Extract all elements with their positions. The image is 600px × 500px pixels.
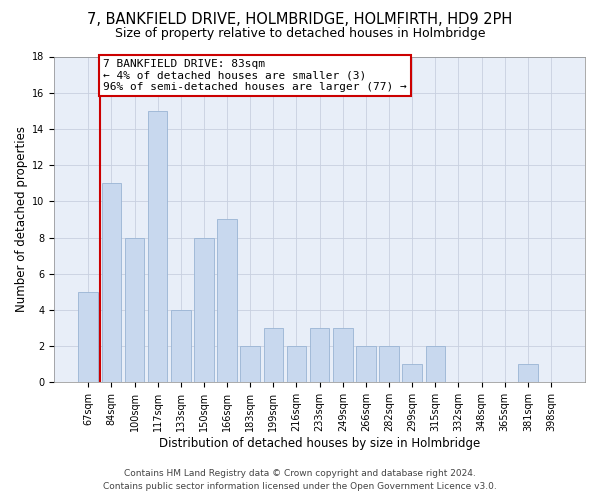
Bar [171,310,191,382]
Bar [287,346,307,383]
Bar [310,328,329,382]
Bar [403,364,422,382]
Bar [263,328,283,382]
Bar [379,346,399,383]
Text: Size of property relative to detached houses in Holmbridge: Size of property relative to detached ho… [115,28,485,40]
Text: 7 BANKFIELD DRIVE: 83sqm
← 4% of detached houses are smaller (3)
96% of semi-det: 7 BANKFIELD DRIVE: 83sqm ← 4% of detache… [103,59,407,92]
X-axis label: Distribution of detached houses by size in Holmbridge: Distribution of detached houses by size … [159,437,480,450]
Bar [356,346,376,383]
Bar [217,220,237,382]
Bar [194,238,214,382]
Bar [125,238,145,382]
Text: Contains HM Land Registry data © Crown copyright and database right 2024.
Contai: Contains HM Land Registry data © Crown c… [103,470,497,491]
Bar [79,292,98,382]
Text: 7, BANKFIELD DRIVE, HOLMBRIDGE, HOLMFIRTH, HD9 2PH: 7, BANKFIELD DRIVE, HOLMBRIDGE, HOLMFIRT… [88,12,512,28]
Bar [241,346,260,383]
Bar [425,346,445,383]
Bar [333,328,353,382]
Bar [101,183,121,382]
Y-axis label: Number of detached properties: Number of detached properties [15,126,28,312]
Bar [518,364,538,382]
Bar [148,111,167,382]
